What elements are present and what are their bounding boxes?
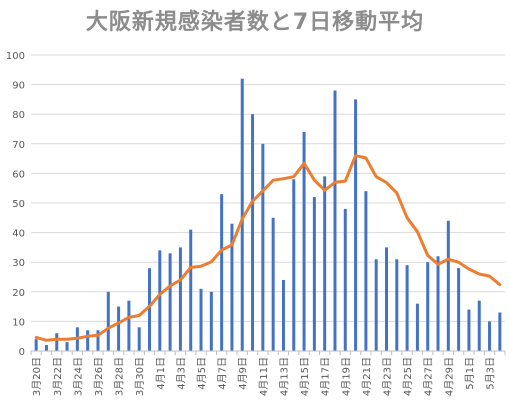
- bar: [209, 291, 213, 351]
- bar: [343, 208, 347, 351]
- bar: [323, 176, 327, 351]
- x-tick-label: 3月24日: [72, 357, 84, 396]
- bar: [127, 300, 131, 351]
- x-tick-label: 4月19日: [340, 357, 352, 396]
- bar: [436, 256, 440, 351]
- x-tick-label: 4月9日: [237, 357, 249, 390]
- bar: [312, 197, 316, 351]
- bar: [65, 342, 69, 351]
- bar: [220, 194, 224, 351]
- chart-title: 大阪新規感染者数と7日移動平均: [85, 10, 425, 35]
- bar: [34, 339, 38, 351]
- bar: [364, 191, 368, 351]
- x-tick-label: 3月30日: [134, 357, 146, 396]
- x-tick-label: 4月5日: [196, 357, 208, 390]
- x-tick-label: 4月29日: [443, 357, 455, 396]
- y-tick-label: 0: [19, 347, 25, 358]
- bar: [137, 327, 141, 351]
- bar: [96, 330, 100, 351]
- bar: [498, 312, 502, 351]
- bar: [271, 217, 275, 351]
- bar: [178, 247, 182, 351]
- y-tick-label: 30: [12, 258, 25, 269]
- bar: [44, 345, 48, 351]
- bar: [199, 288, 203, 351]
- x-tick-label: 5月1日: [464, 357, 476, 390]
- x-tick-label: 3月20日: [31, 357, 43, 396]
- x-tick-label: 3月26日: [93, 357, 105, 396]
- y-tick-label: 10: [12, 317, 25, 328]
- bar: [467, 309, 471, 351]
- bar: [395, 259, 399, 351]
- bar: [240, 78, 244, 352]
- bar: [158, 250, 162, 351]
- y-tick-label: 90: [12, 81, 25, 92]
- x-tick-label: 4月15日: [299, 357, 311, 396]
- bar: [385, 247, 388, 351]
- bar: [426, 262, 430, 351]
- bar: [415, 303, 419, 351]
- bar: [292, 179, 296, 351]
- y-tick-label: 70: [12, 140, 25, 151]
- bar: [106, 291, 110, 351]
- x-tick-label: 4月1日: [155, 357, 167, 390]
- bar: [168, 253, 172, 351]
- bar: [405, 265, 409, 351]
- x-tick-label: 4月11日: [258, 357, 270, 396]
- bar: [230, 223, 234, 351]
- bar: [55, 333, 59, 351]
- x-tick-label: 4月27日: [423, 357, 435, 396]
- y-tick-label: 100: [6, 51, 25, 62]
- y-tick-label: 40: [12, 229, 25, 240]
- x-tick-label: 4月7日: [217, 357, 229, 390]
- y-tick-label: 50: [12, 199, 25, 210]
- x-tick-label: 4月3日: [175, 357, 187, 390]
- x-tick-label: 4月25日: [402, 357, 414, 396]
- x-tick-label: 4月23日: [382, 357, 394, 396]
- bar: [148, 268, 151, 351]
- bar: [251, 114, 255, 351]
- x-tick-label: 4月17日: [320, 357, 332, 396]
- bar: [374, 259, 378, 351]
- x-tick-label: 4月21日: [361, 357, 373, 396]
- moving-average-line: [34, 154, 502, 342]
- y-tick-label: 80: [12, 110, 25, 121]
- bar: [477, 300, 481, 351]
- bar: [457, 268, 461, 351]
- bar: [302, 131, 306, 351]
- bar: [281, 279, 285, 351]
- x-tick-label: 4月13日: [278, 357, 290, 396]
- y-tick-label: 20: [12, 288, 25, 299]
- bar: [117, 306, 121, 351]
- bar: [189, 229, 193, 351]
- bar: [354, 99, 358, 352]
- bar: [86, 330, 90, 351]
- bar: [446, 220, 450, 351]
- bar: [333, 90, 337, 352]
- bar: [488, 321, 492, 351]
- bar: [261, 143, 265, 351]
- x-tick-label: 3月28日: [114, 357, 126, 396]
- x-tick-label: 3月22日: [52, 357, 64, 396]
- y-tick-label: 60: [12, 169, 25, 180]
- x-tick-label: 5月3日: [485, 357, 497, 390]
